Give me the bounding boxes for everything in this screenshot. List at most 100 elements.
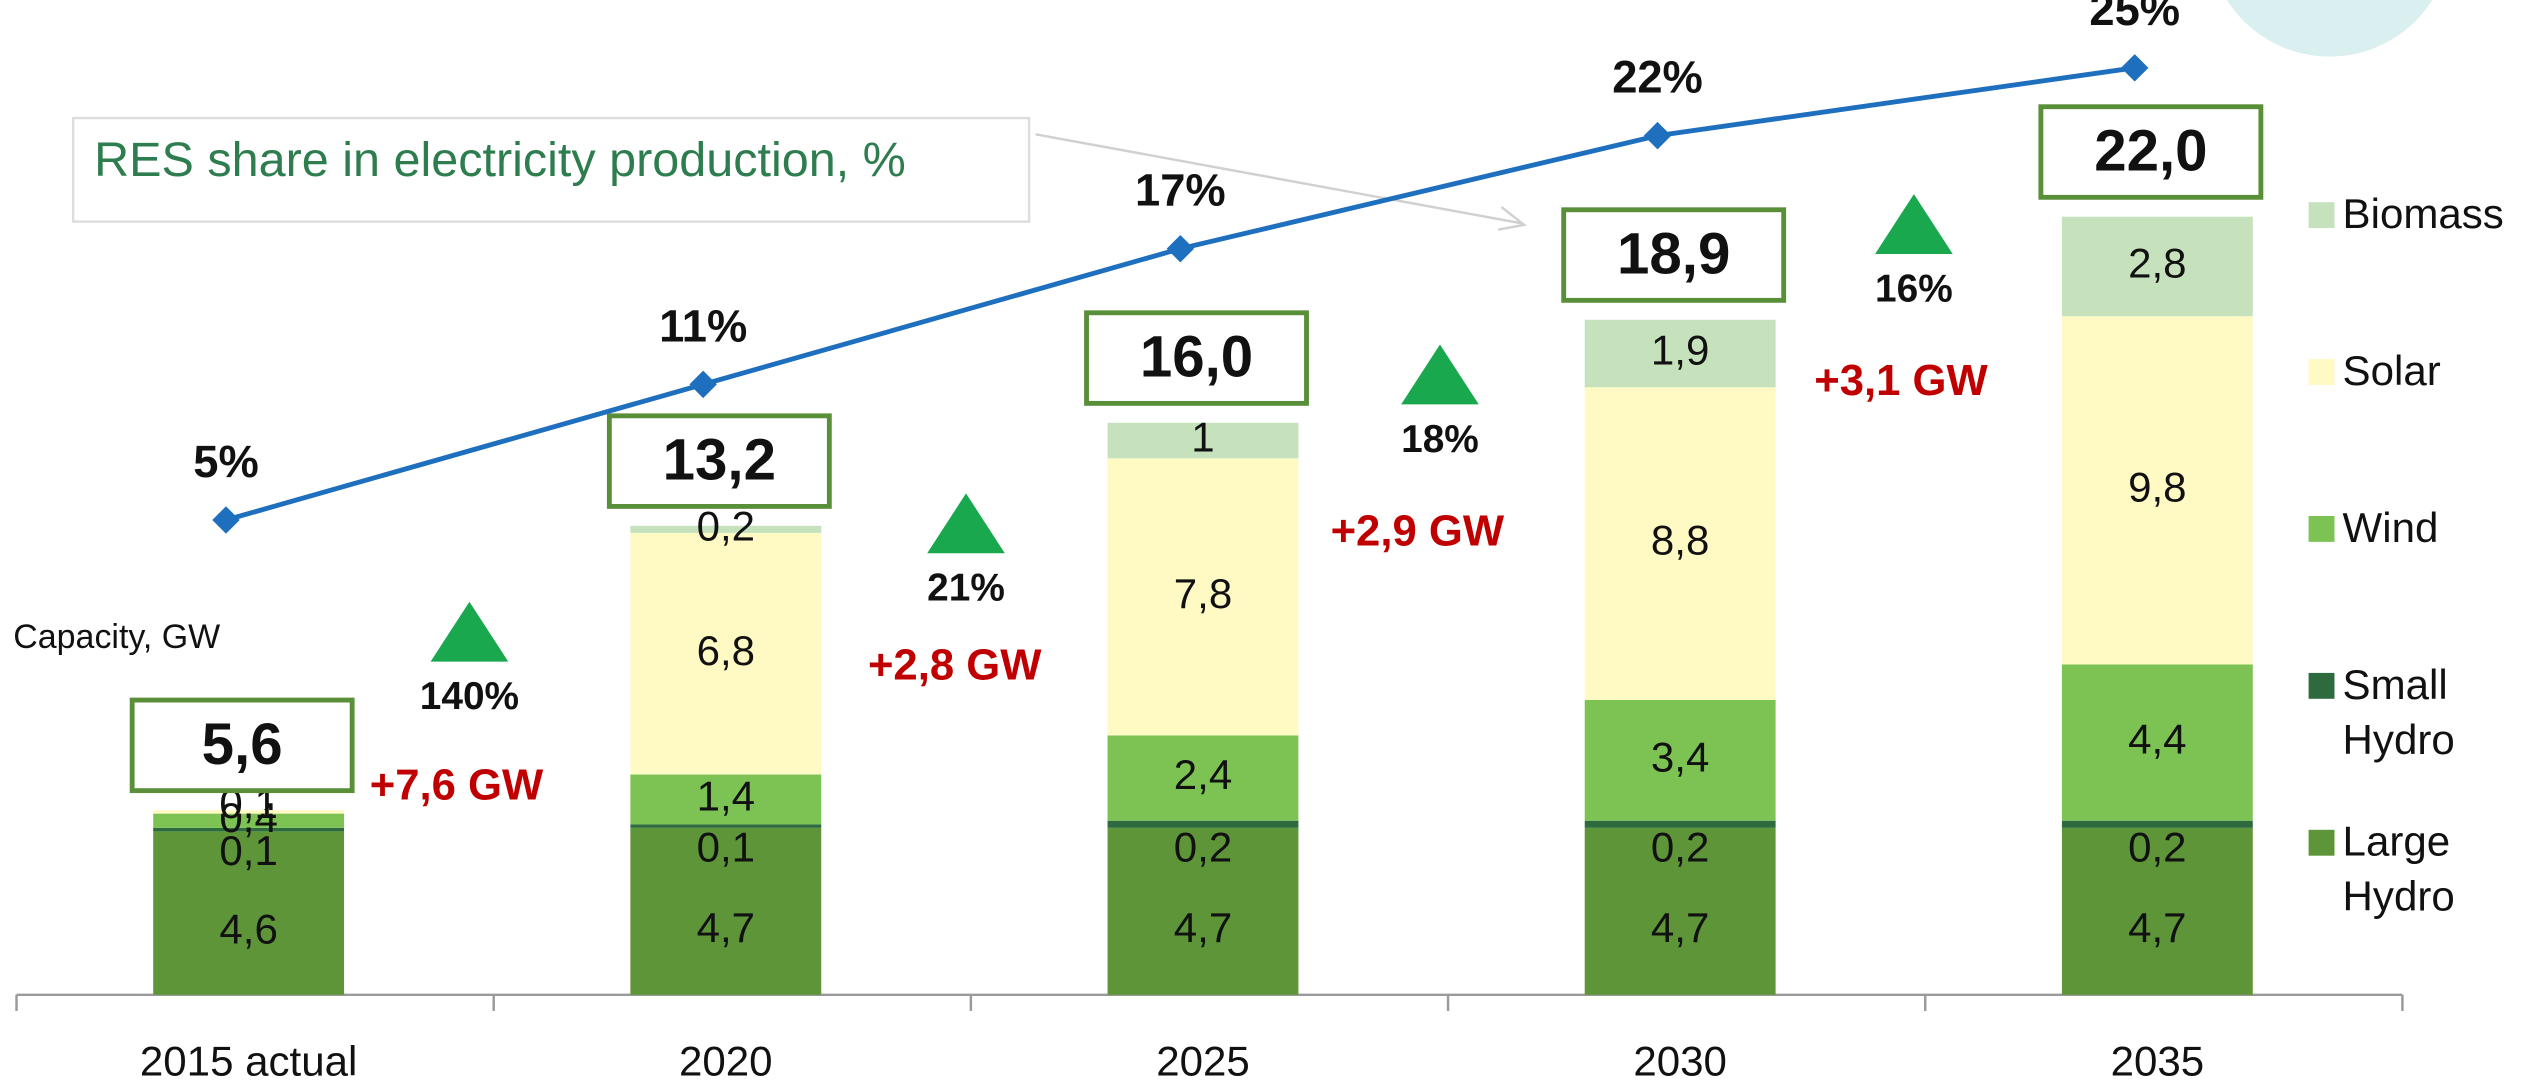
total-label: 5,6 bbox=[202, 712, 283, 777]
data-label: 6,8 bbox=[697, 627, 755, 674]
data-label: 4,7 bbox=[697, 904, 755, 951]
share-label: 11% bbox=[659, 300, 747, 351]
bar-segment bbox=[2061, 827, 2253, 995]
annotation: RES share in electricity production, % bbox=[94, 133, 906, 187]
added-label: +2,9 GW bbox=[1331, 506, 1505, 555]
total-box bbox=[1084, 310, 1309, 406]
share-label: 25% bbox=[2089, 0, 2180, 35]
data-label: 2,4 bbox=[1174, 751, 1232, 798]
bar-segment bbox=[153, 831, 345, 995]
data-label: 0,2 bbox=[697, 502, 755, 549]
data-label: 0,2 bbox=[2128, 824, 2186, 871]
total-box bbox=[1561, 207, 1787, 303]
data-label: 4,7 bbox=[1174, 904, 1232, 951]
legend-entry: Small Hydro bbox=[2342, 659, 2455, 764]
bar-segment bbox=[630, 532, 822, 775]
data-label: 2,8 bbox=[2128, 240, 2186, 287]
legend-swatch bbox=[2308, 202, 2335, 229]
bar-segment bbox=[2061, 820, 2253, 828]
bar-segment bbox=[630, 824, 822, 828]
added-label: +2,8 GW bbox=[868, 641, 1042, 690]
added-label: +7,6 GW bbox=[370, 760, 544, 809]
bar-segment bbox=[2061, 316, 2253, 665]
legend-entry: Biomass bbox=[2342, 189, 2504, 238]
bar-segment bbox=[153, 813, 345, 828]
total-label: 22,0 bbox=[2094, 119, 2207, 184]
growth-arrow bbox=[1401, 344, 1479, 405]
bar-segment bbox=[1584, 827, 1776, 995]
data-label: 1 bbox=[1191, 414, 1214, 461]
bar-segment bbox=[1107, 458, 1299, 736]
x-tick-label: 2025 bbox=[1156, 1037, 1250, 1084]
share-marker bbox=[2120, 54, 2149, 82]
bar-segment bbox=[2061, 216, 2253, 317]
data-label: 4,4 bbox=[2128, 716, 2186, 763]
share-marker bbox=[212, 506, 240, 534]
legend-swatch bbox=[2308, 829, 2335, 856]
data-label: 0,1 bbox=[219, 827, 277, 874]
legend-swatch bbox=[2308, 672, 2335, 699]
annotation-box bbox=[71, 116, 1031, 223]
annotation-arrow bbox=[1035, 133, 1522, 225]
total-label: 16,0 bbox=[1140, 325, 1253, 390]
decoration bbox=[2227, 0, 2433, 57]
bar-segment bbox=[630, 827, 822, 995]
data-label: 9,8 bbox=[2128, 463, 2186, 510]
y-label: Capacity, GW bbox=[13, 618, 220, 656]
annotation-arrow-head bbox=[1497, 206, 1527, 231]
share-marker bbox=[1643, 121, 1672, 150]
share-marker bbox=[689, 370, 717, 399]
bar-segment bbox=[1107, 827, 1299, 995]
x-tick-label: 2030 bbox=[1633, 1037, 1727, 1084]
bar-segment bbox=[1584, 699, 1776, 821]
bar-segment bbox=[1107, 820, 1299, 828]
bar-segment bbox=[2061, 664, 2253, 821]
bar-segment bbox=[630, 525, 822, 533]
legend-entry: Wind bbox=[2342, 503, 2439, 552]
bar-segment bbox=[630, 774, 822, 825]
x-tick-label: 2035 bbox=[2111, 1037, 2205, 1084]
x-tick-label: 2015 actual bbox=[140, 1037, 357, 1084]
bar-segment bbox=[153, 827, 345, 832]
data-label: 7,8 bbox=[1174, 570, 1232, 617]
legend-swatch bbox=[2308, 516, 2335, 542]
added-label: +3,1 GW bbox=[1814, 356, 1988, 405]
data-label: 0,4 bbox=[219, 794, 277, 841]
data-label: 4,7 bbox=[2128, 904, 2186, 951]
share-label: 22% bbox=[1612, 52, 1703, 103]
legend-label: Biomass bbox=[2342, 189, 2504, 238]
data-label: 3,4 bbox=[1651, 733, 1709, 780]
data-label: 8,8 bbox=[1651, 517, 1709, 564]
share-label: 17% bbox=[1135, 165, 1226, 216]
growth-arrow bbox=[430, 601, 509, 662]
legend-swatch bbox=[2308, 359, 2335, 385]
legend-label: Wind bbox=[2342, 503, 2439, 552]
bar-segment bbox=[1584, 319, 1776, 388]
growth-label: 18% bbox=[1401, 418, 1479, 461]
growth-arrow bbox=[927, 493, 1005, 554]
bar-segment bbox=[1107, 422, 1299, 459]
total-label: 13,2 bbox=[663, 428, 776, 493]
data-label: 0,2 bbox=[1651, 824, 1709, 871]
legend-entry: Large Hydro bbox=[2342, 816, 2455, 921]
data-label: 1,4 bbox=[697, 773, 755, 820]
share-label: 5% bbox=[193, 436, 258, 487]
x-tick-label: 2020 bbox=[679, 1037, 773, 1084]
bar-segment bbox=[153, 810, 345, 814]
growth-label: 16% bbox=[1875, 267, 1953, 310]
bar-segment bbox=[1107, 735, 1299, 821]
legend-label: Small Hydro bbox=[2342, 659, 2455, 764]
data-label: 4,7 bbox=[1651, 904, 1709, 951]
growth-label: 140% bbox=[420, 675, 519, 718]
legend-entry: Solar bbox=[2342, 346, 2441, 395]
growth-arrow bbox=[1875, 194, 1953, 254]
data-label: 4,6 bbox=[219, 906, 277, 953]
data-label: 1,9 bbox=[1651, 327, 1709, 374]
data-label: 0,1 bbox=[697, 824, 755, 871]
bar-segment bbox=[1584, 387, 1776, 700]
total-box bbox=[606, 413, 832, 509]
legend-label: Large Hydro bbox=[2342, 816, 2455, 921]
growth-label: 21% bbox=[927, 567, 1005, 610]
legend-label: Solar bbox=[2342, 346, 2441, 395]
